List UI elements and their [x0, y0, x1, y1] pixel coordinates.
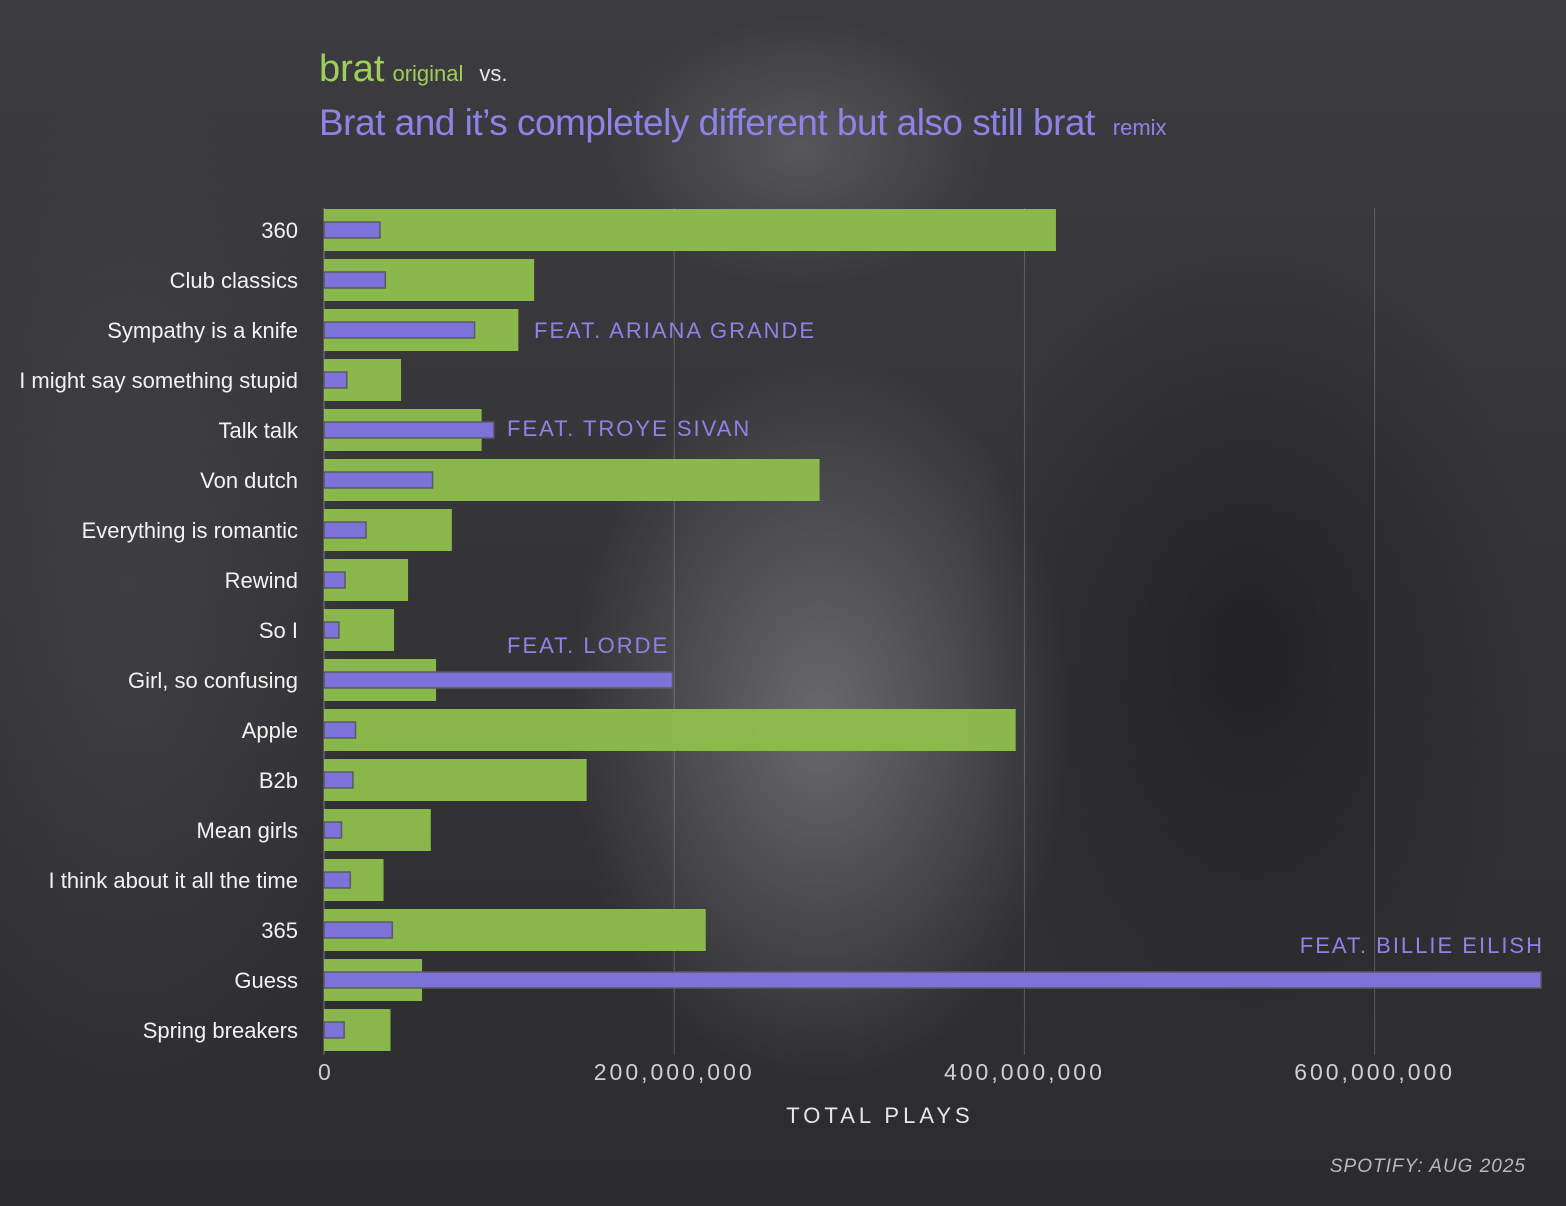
category-label: Talk talk	[219, 418, 299, 443]
chart-title: brat original vs. Brat and it’s complete…	[319, 48, 1167, 144]
bar-original	[324, 209, 1056, 251]
title-original-tag: original	[392, 61, 464, 86]
title-remix-tag: remix	[1112, 115, 1167, 140]
title-line-original: brat original vs.	[319, 48, 1167, 100]
title-line-remix: Brat and it’s completely different but a…	[319, 102, 1167, 144]
bar-remix	[323, 321, 476, 339]
annotation-label: FEAT. BILLIE EILISH	[1300, 933, 1544, 958]
annotation-label: FEAT. ARIANA GRANDE	[534, 318, 816, 343]
bar-remix	[323, 271, 387, 289]
category-label: B2b	[259, 768, 298, 793]
bar-remix	[323, 871, 352, 889]
category-label: Apple	[242, 718, 298, 743]
x-tick-label: 400,000,000	[944, 1059, 1105, 1085]
bar-remix	[323, 821, 343, 839]
x-tick-label: 0	[318, 1059, 334, 1085]
category-label: 365	[261, 918, 298, 943]
bar-original	[324, 709, 1016, 751]
annotation-label: FEAT. LORDE	[507, 633, 669, 658]
x-axis-title: TOTAL PLAYS	[786, 1103, 973, 1128]
category-label: Everything is romantic	[82, 518, 298, 543]
bar-remix	[323, 471, 434, 489]
category-label: Spring breakers	[143, 1018, 298, 1043]
bar-remix	[323, 221, 381, 239]
category-label: Sympathy is a knife	[107, 318, 298, 343]
bar-remix	[323, 721, 357, 739]
bar-remix	[323, 671, 674, 689]
category-label: I think about it all the time	[49, 868, 298, 893]
category-label: Club classics	[170, 268, 298, 293]
bar-remix	[323, 1021, 345, 1039]
x-tick-label: 200,000,000	[594, 1059, 755, 1085]
category-label: Rewind	[225, 568, 298, 593]
category-label: Mean girls	[197, 818, 298, 843]
bar-remix	[323, 571, 346, 589]
category-label: I might say something stupid	[19, 368, 298, 393]
title-original-name: brat	[319, 48, 385, 90]
category-label: Girl, so confusing	[128, 668, 298, 693]
annotation-label: FEAT. TROYE SIVAN	[507, 416, 751, 441]
bar-remix	[323, 771, 354, 789]
title-remix-name: Brat and it’s completely different but a…	[319, 102, 1095, 143]
category-label: Guess	[234, 968, 298, 993]
bar-remix	[323, 921, 394, 939]
bar-original	[324, 759, 587, 801]
bar-remix	[323, 521, 367, 539]
category-label: Von dutch	[200, 468, 298, 493]
bar-remix	[323, 421, 495, 439]
category-label: 360	[261, 218, 298, 243]
category-label: So I	[259, 618, 298, 643]
bar-remix	[323, 971, 1542, 989]
bar-remix	[323, 621, 340, 639]
title-vs: vs.	[479, 61, 508, 86]
source-note: SPOTIFY: AUG 2025	[1329, 1156, 1526, 1177]
bar-remix	[323, 371, 348, 389]
x-tick-label: 600,000,000	[1294, 1059, 1455, 1085]
